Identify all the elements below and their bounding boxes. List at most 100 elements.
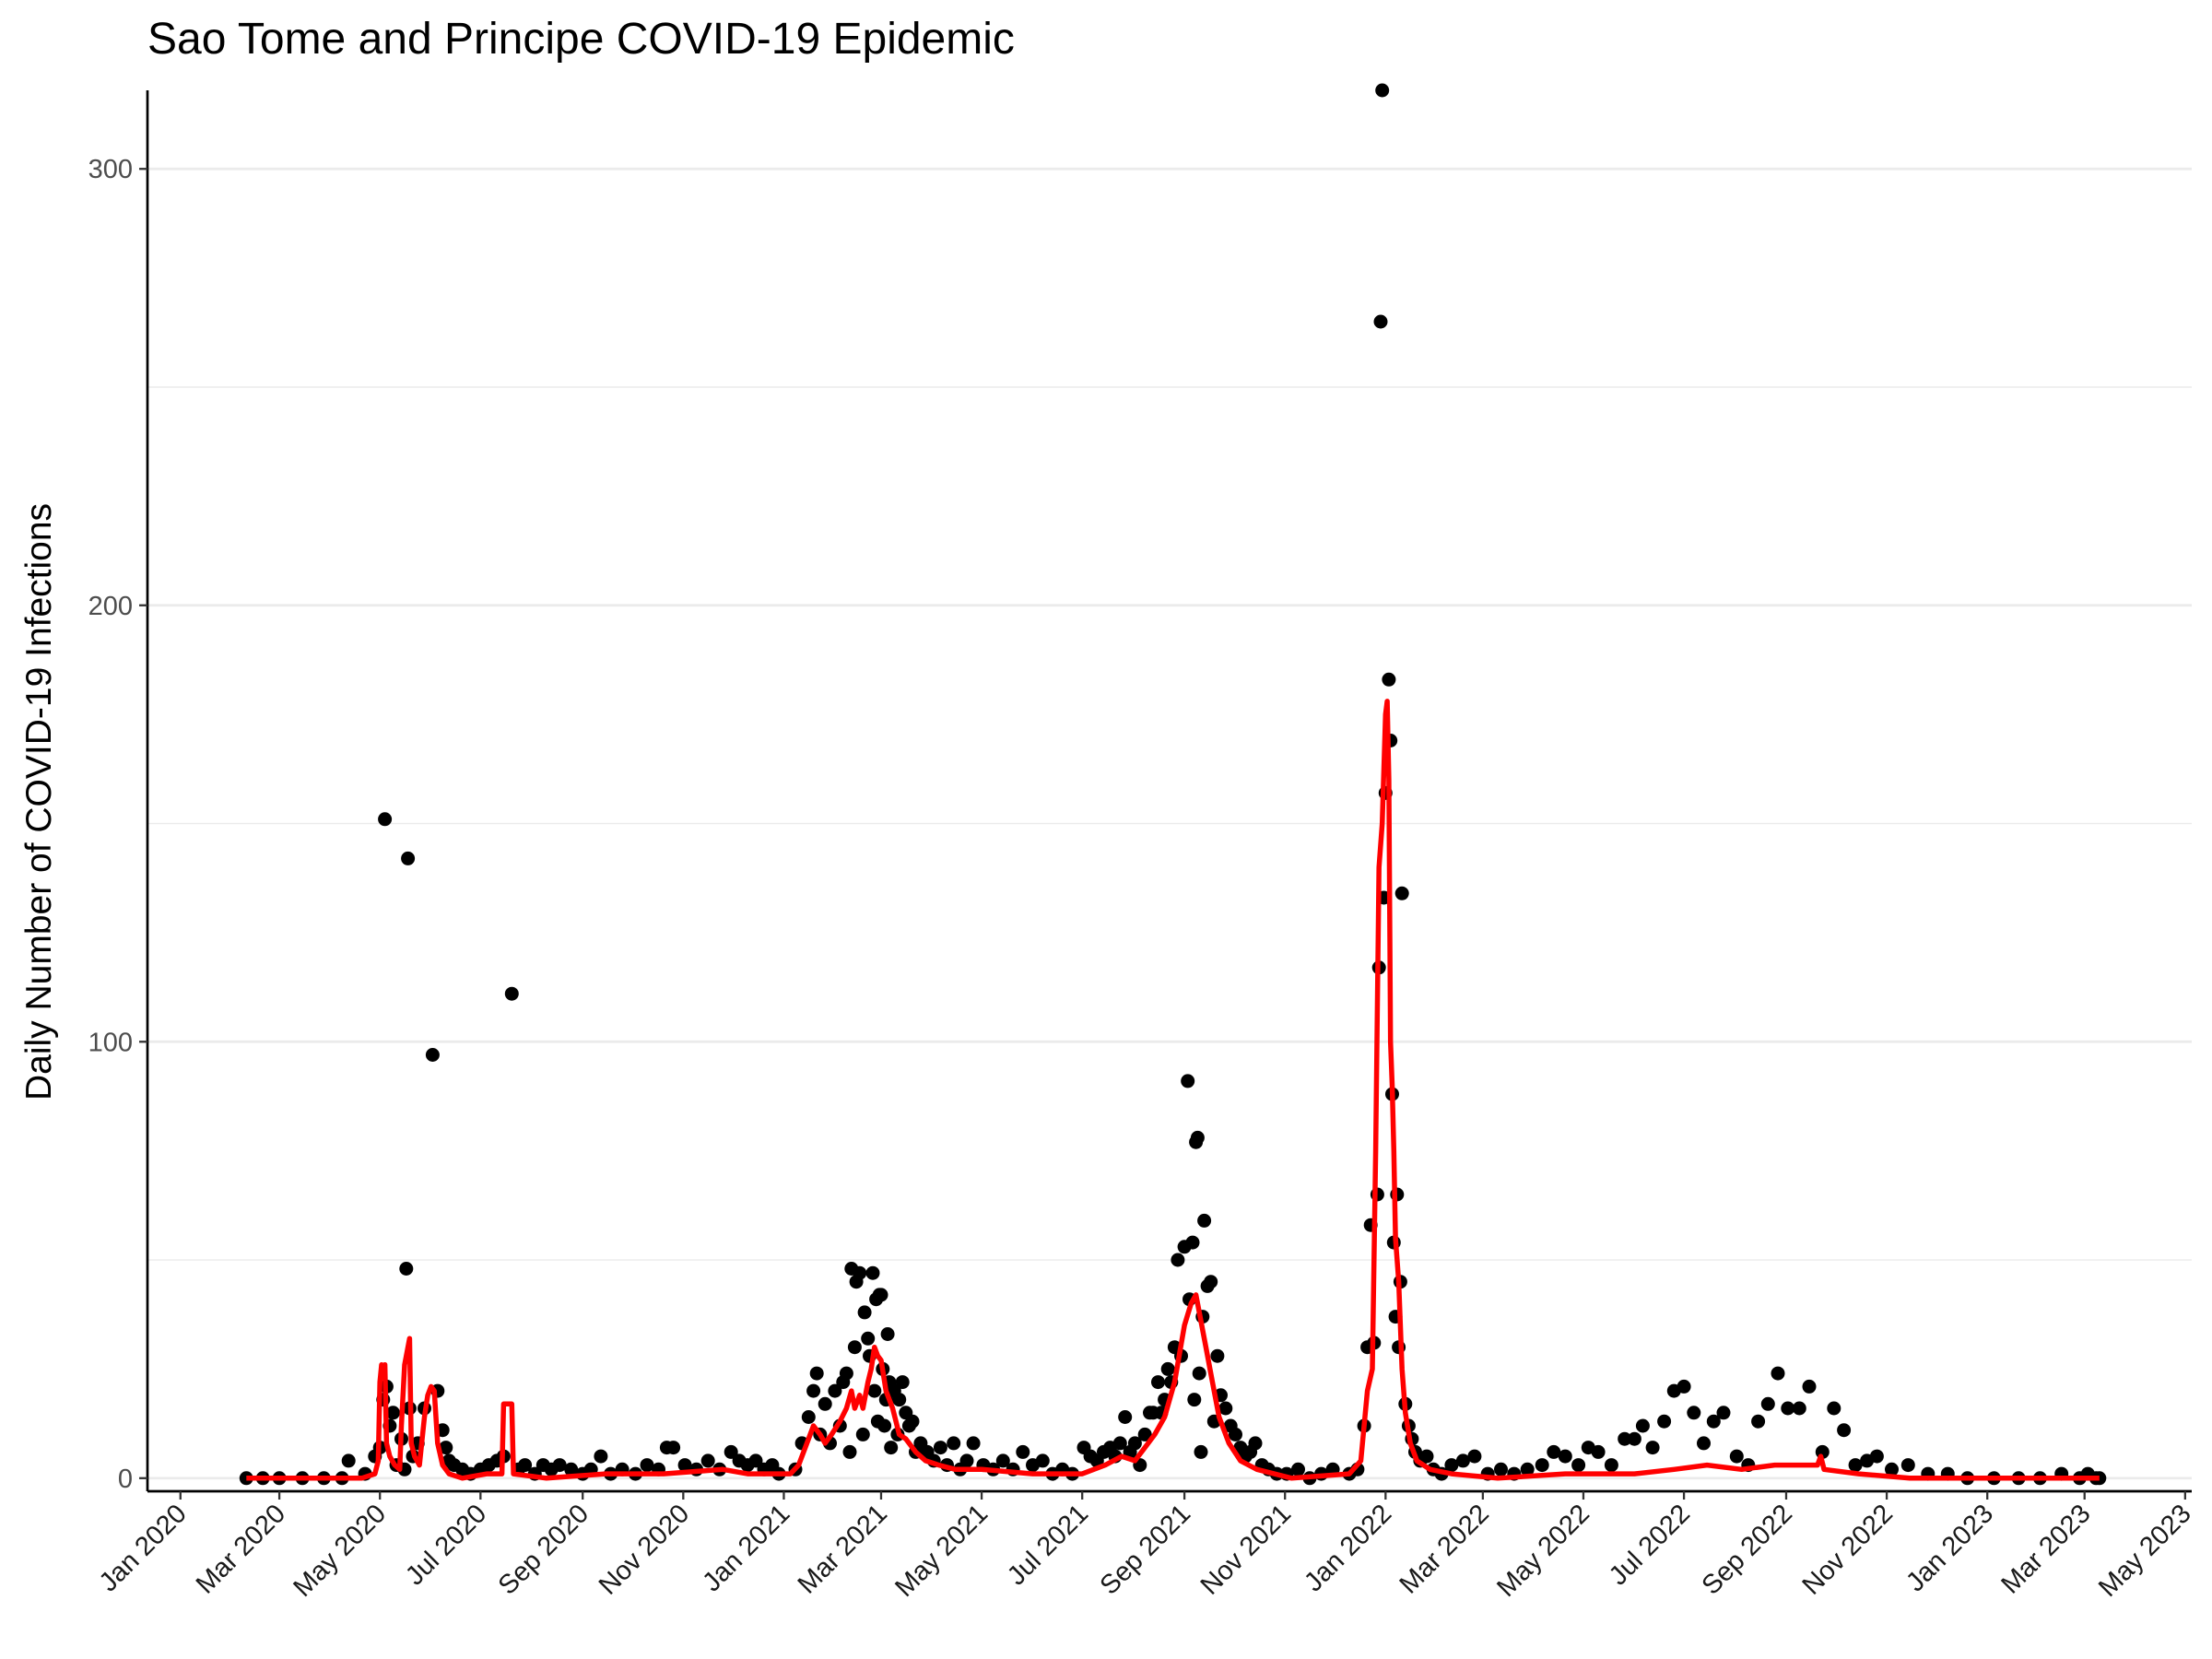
data-point xyxy=(425,1048,440,1062)
data-point xyxy=(640,1458,654,1473)
data-point xyxy=(724,1444,738,1459)
data-point xyxy=(1494,1462,1508,1477)
data-point xyxy=(1760,1396,1775,1411)
data-point xyxy=(847,1340,862,1355)
data-point xyxy=(1837,1423,1852,1438)
data-point xyxy=(842,1444,857,1459)
data-point xyxy=(1792,1401,1806,1416)
gridlines xyxy=(147,167,2192,1480)
data-point xyxy=(1781,1401,1795,1416)
x-tick-label: Jan 2023 xyxy=(1900,1499,1999,1597)
data-point xyxy=(1677,1379,1691,1394)
series-line xyxy=(246,699,2100,1481)
data-point xyxy=(564,1462,579,1477)
x-tick-label: Mar 2022 xyxy=(1394,1499,1495,1599)
chart-title: Sao Tome and Principe COVID-19 Epidemic xyxy=(147,15,1015,64)
x-tick-label: Jul 2021 xyxy=(1002,1499,1094,1591)
data-point xyxy=(1394,886,1409,900)
data-point xyxy=(1016,1444,1030,1459)
data-point xyxy=(1885,1462,1899,1477)
data-point xyxy=(1635,1418,1650,1433)
data-point xyxy=(861,1331,876,1346)
data-point xyxy=(947,1436,961,1451)
data-point xyxy=(1900,1458,1915,1473)
data-point xyxy=(877,1418,892,1433)
data-point xyxy=(1375,83,1390,98)
data-point xyxy=(1645,1441,1660,1455)
data-point xyxy=(818,1396,832,1411)
data-point xyxy=(1697,1436,1711,1451)
data-point xyxy=(666,1441,681,1455)
x-tick-label: Jul 2020 xyxy=(400,1499,492,1591)
data-point xyxy=(1467,1449,1482,1464)
data-point xyxy=(959,1453,974,1468)
data-point xyxy=(865,1265,880,1280)
data-point xyxy=(1618,1431,1632,1446)
data-point xyxy=(1151,1375,1165,1390)
data-point xyxy=(552,1458,567,1473)
data-point xyxy=(995,1453,1010,1468)
data-point xyxy=(399,1262,414,1276)
data-point xyxy=(1751,1414,1766,1429)
data-point xyxy=(874,1288,888,1302)
data-point xyxy=(677,1458,692,1473)
x-tick-label: Jan 2022 xyxy=(1299,1499,1397,1597)
x-tick-label: Nov 2020 xyxy=(594,1499,695,1600)
data-point xyxy=(1382,672,1396,687)
x-tick-label: Sep 2020 xyxy=(493,1499,594,1600)
x-tick-label: Mar 2021 xyxy=(793,1499,893,1599)
data-point xyxy=(1520,1462,1535,1477)
data-point xyxy=(884,1441,899,1455)
data-point xyxy=(1827,1401,1841,1416)
data-point xyxy=(518,1458,533,1473)
data-point xyxy=(905,1414,920,1429)
data-point xyxy=(839,1366,853,1381)
data-point xyxy=(1035,1453,1050,1468)
data-point xyxy=(1444,1458,1459,1473)
x-tick-label: Nov 2021 xyxy=(1195,1499,1297,1600)
x-tick-label: Mar 2023 xyxy=(1995,1499,2096,1599)
data-point xyxy=(966,1436,981,1451)
data-point xyxy=(1848,1458,1863,1473)
x-tick-label: May 2023 xyxy=(2093,1499,2197,1603)
data-point xyxy=(892,1393,907,1407)
data-point xyxy=(748,1453,763,1468)
data-point xyxy=(1181,1074,1195,1088)
data-point xyxy=(401,851,416,865)
x-tick-label: Sep 2021 xyxy=(1095,1499,1196,1600)
data-point xyxy=(895,1375,910,1390)
data-point xyxy=(1535,1458,1549,1473)
data-point xyxy=(1706,1414,1721,1429)
data-point xyxy=(801,1410,816,1424)
data-point xyxy=(1591,1444,1606,1459)
data-point xyxy=(378,812,393,827)
data-point xyxy=(1771,1366,1785,1381)
data-point xyxy=(1137,1427,1152,1441)
data-point xyxy=(1687,1406,1701,1420)
x-tick-label: Jan 2020 xyxy=(94,1499,193,1597)
data-point xyxy=(1419,1449,1434,1464)
data-point xyxy=(1118,1410,1133,1424)
data-point xyxy=(1729,1449,1744,1464)
data-point xyxy=(857,1305,872,1320)
data-point xyxy=(867,1383,882,1398)
axes xyxy=(146,90,2192,1493)
data-point xyxy=(700,1453,715,1468)
data-point xyxy=(1192,1366,1206,1381)
x-tick-label: Jul 2022 xyxy=(1604,1499,1696,1591)
data-point xyxy=(1716,1406,1731,1420)
y-axis-label: Daily Number of COVID-19 Infections xyxy=(19,503,59,1100)
data-point xyxy=(1558,1449,1572,1464)
data-point xyxy=(806,1383,821,1398)
data-point xyxy=(1627,1431,1641,1446)
data-point xyxy=(1127,1436,1142,1451)
data-point xyxy=(439,1441,453,1455)
smoothed-line xyxy=(246,699,2100,1481)
data-point xyxy=(386,1406,400,1420)
data-point xyxy=(1373,314,1388,329)
data-point xyxy=(341,1453,356,1468)
data-point xyxy=(1455,1453,1470,1468)
x-tick-label: Nov 2022 xyxy=(1797,1499,1899,1600)
